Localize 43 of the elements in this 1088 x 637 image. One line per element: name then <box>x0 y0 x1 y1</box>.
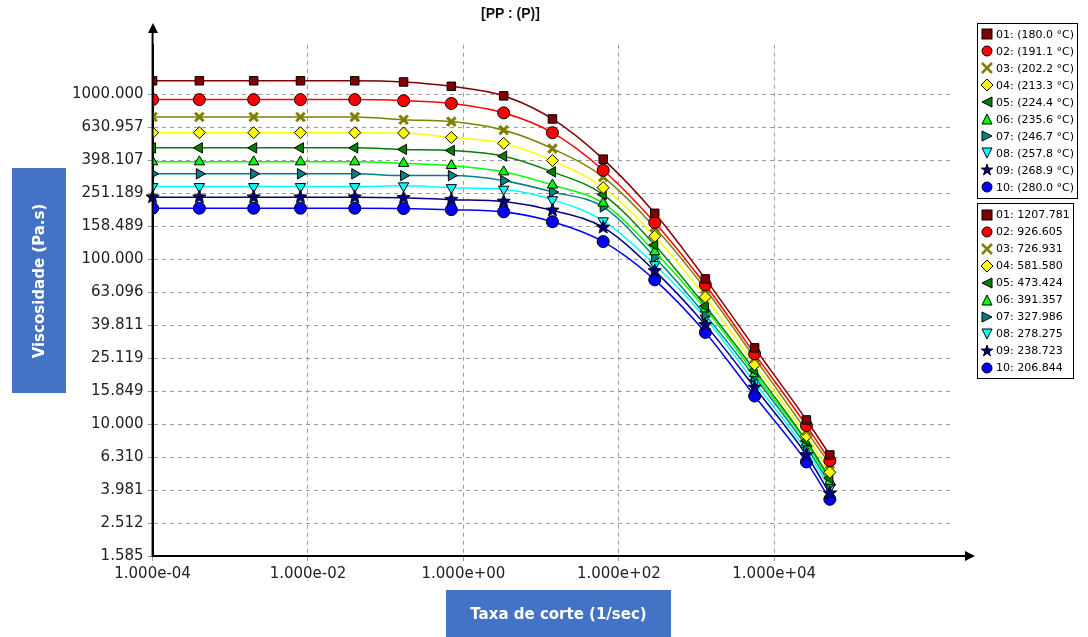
y-tick-label: 6.310 <box>100 446 144 465</box>
legend-label: 10: (280.0 °C) <box>996 180 1074 194</box>
x-tick-label: 1.000e+00 <box>421 563 506 582</box>
y-tick-label: 10.000 <box>91 414 144 433</box>
text: 02: 926.605 <box>996 225 1063 238</box>
y-tick-label: 251.189 <box>81 183 144 202</box>
legend-label: 08: (257.8 °C) <box>996 146 1074 160</box>
text: 03: 726.931 <box>996 242 1063 255</box>
legend-label: 01: (180.0 °C) <box>996 27 1074 41</box>
y-tick-label: 1000.000 <box>71 84 144 103</box>
text: 05: 473.424 <box>996 276 1063 289</box>
legend-label: 03: (202.2 °C) <box>996 61 1074 75</box>
y-tick-label: 39.811 <box>91 315 144 334</box>
legend-label: 05: (224.4 °C) <box>996 95 1074 109</box>
text: 09: 238.723 <box>996 344 1063 357</box>
text: 10: 206.844 <box>996 361 1063 374</box>
y-tick-label: 630.957 <box>81 117 144 136</box>
legend-label: 07: (246.7 °C) <box>996 129 1074 143</box>
text: 06: 391.357 <box>996 293 1063 306</box>
y-tick-label: 398.107 <box>81 150 144 169</box>
text: 08: 278.275 <box>996 327 1063 340</box>
y-tick-label: 1.585 <box>100 545 144 564</box>
text: 04: 581.580 <box>996 259 1063 272</box>
y-tick-label: 15.849 <box>91 381 144 400</box>
y-tick-label: 3.981 <box>100 479 144 498</box>
y-tick-label: 100.000 <box>81 249 144 268</box>
y-tick-label: 63.096 <box>91 282 144 301</box>
y-axis-title: Viscosidade (Pa.s) <box>30 203 49 358</box>
text: 01: 1207.781 <box>996 208 1070 221</box>
y-tick-label: 158.489 <box>81 216 144 235</box>
legend-label: 06: (235.6 °C) <box>996 112 1074 126</box>
x-tick-label: 1.000e+04 <box>732 563 817 582</box>
x-tick-label: 1.000e-02 <box>269 563 347 582</box>
x-tick-label: 1.000e+02 <box>576 563 661 582</box>
legend-label: 09: (268.9 °C) <box>996 163 1074 177</box>
chart-title: [PP : (P)] <box>481 5 540 22</box>
text: 07: 327.986 <box>996 310 1063 323</box>
x-tick-label: 1.000e-04 <box>114 563 191 582</box>
y-tick-label: 25.119 <box>91 348 144 367</box>
y-tick-label: 2.512 <box>100 512 144 531</box>
x-axis-title: Taxa de corte (1/sec) <box>470 604 647 623</box>
legend-label: 02: (191.1 °C) <box>996 44 1074 58</box>
legend-label: 04: (213.3 °C) <box>996 78 1074 92</box>
